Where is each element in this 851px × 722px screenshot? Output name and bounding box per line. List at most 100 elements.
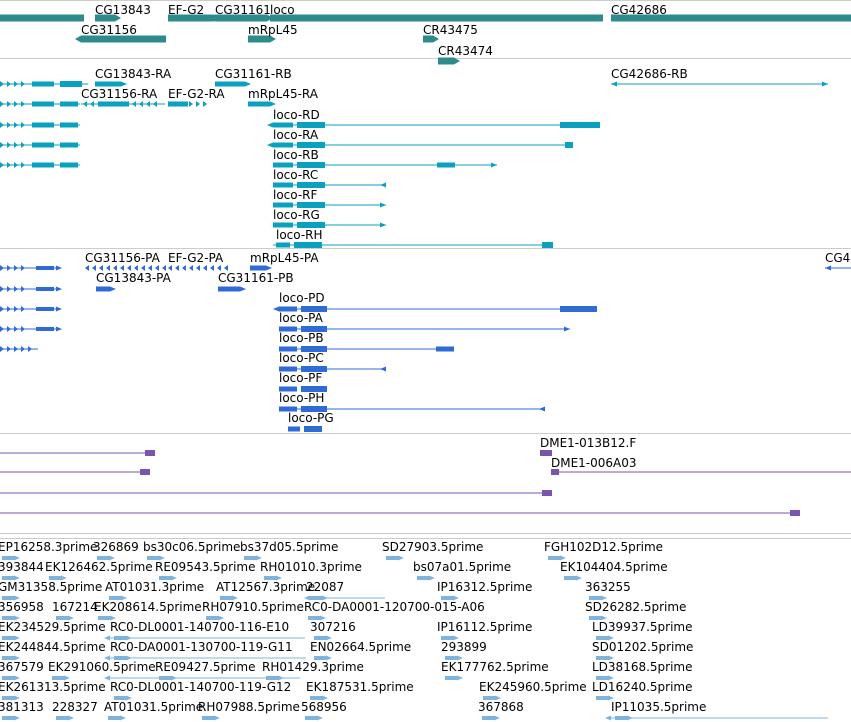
protein-cg13843-pa[interactable]: CG13843-PA: [96, 271, 172, 292]
protein-partial[interactable]: [0, 286, 62, 292]
transcript-cg31161-rb[interactable]: CG31161-RB: [215, 67, 292, 87]
est-ek208614-5prime[interactable]: EK208614.5prime: [94, 600, 202, 621]
est-ek187531-5prime[interactable]: EK187531.5prime: [306, 680, 414, 701]
gene-cg13843[interactable]: CG13843: [95, 3, 151, 22]
protein-loco-pf[interactable]: loco-PF: [279, 371, 327, 392]
est-rh07988-5prime[interactable]: RH07988.5prime: [198, 700, 300, 721]
est-363255[interactable]: 363255: [585, 580, 631, 601]
est-293899[interactable]: 293899: [441, 640, 487, 661]
transcript-partial[interactable]: [0, 142, 80, 148]
protein-loco-pa[interactable]: loco-PA: [279, 311, 570, 332]
est-at01031-5prime[interactable]: AT01031.5prime: [104, 700, 203, 721]
est-326869[interactable]: 326869: [93, 540, 139, 561]
protein-loco-pb[interactable]: loco-PB: [279, 331, 454, 352]
transcript-loco-rg[interactable]: loco-RG: [273, 208, 386, 228]
est-bs30c06-5prime[interactable]: bs30c06.5prime: [143, 540, 240, 561]
transcript-mrpl45-ra[interactable]: mRpL45-RA: [248, 87, 319, 107]
protein-ef-g2-pa[interactable]: EF-G2-PA: [168, 251, 228, 271]
est-span[interactable]: [104, 635, 305, 641]
est-ep16258-3prime[interactable]: EP16258.3prime: [0, 540, 97, 561]
clone-dme1-013b12-f[interactable]: DME1-013B12.F: [540, 436, 636, 456]
est-ek261313-5prime[interactable]: EK261313.5prime: [0, 680, 106, 701]
est-rc0-dl0001-140700-119-g12[interactable]: RC0-DL0001-140700-119-G12: [110, 680, 291, 701]
clone-partial[interactable]: [0, 469, 150, 475]
est-span[interactable]: [304, 595, 385, 601]
gene-cg42686[interactable]: CG42686: [611, 3, 851, 22]
est-rh01429-3prime[interactable]: RH01429.3prime: [262, 660, 364, 681]
protein-partial[interactable]: [0, 346, 38, 352]
gene-cg31161[interactable]: CG31161: [215, 3, 273, 22]
gene-cg31156[interactable]: CG31156: [75, 23, 166, 43]
est-ip16112-5prime[interactable]: IP16112.5prime: [437, 620, 532, 641]
protein-partial[interactable]: [0, 326, 62, 332]
est-356958[interactable]: 356958: [0, 600, 44, 621]
transcript-loco-rh[interactable]: loco-RH: [273, 228, 553, 248]
est-ld38168-5prime[interactable]: LD38168.5prime: [592, 660, 693, 681]
est-span[interactable]: [104, 655, 306, 661]
est-sd01202-5prime[interactable]: SD01202.5prime: [592, 640, 693, 661]
gene-mrpl45[interactable]: mRpL45: [248, 23, 298, 43]
est-rh01010-3prime[interactable]: RH01010.3prime: [260, 560, 362, 581]
protein-partial[interactable]: [0, 265, 62, 271]
est-393844[interactable]: 393844: [0, 560, 44, 581]
transcript-partial[interactable]: [0, 162, 80, 168]
est-ld16240-5prime[interactable]: LD16240.5prime: [592, 680, 693, 701]
est-span[interactable]: [605, 715, 828, 721]
est-ip11035-5prime[interactable]: IP11035.5prime: [611, 700, 706, 721]
est-re09427-5prime[interactable]: RE09427.5prime: [155, 660, 256, 681]
protein-loco-pc[interactable]: loco-PC: [279, 351, 386, 372]
transcript-partial[interactable]: [0, 81, 88, 87]
est-228327[interactable]: 228327: [52, 700, 98, 721]
est-ek234529-5prime[interactable]: EK234529.5prime: [0, 620, 106, 641]
transcript-cg31156-ra[interactable]: CG31156-RA: [81, 87, 165, 107]
est-rh07910-5prime[interactable]: RH07910.5prime: [202, 600, 304, 621]
est-ek245960-5prime[interactable]: EK245960.5prime: [479, 680, 587, 701]
est-ek126462-5prime[interactable]: EK126462.5prime: [45, 560, 153, 581]
transcript-loco-ra[interactable]: loco-RA: [267, 128, 573, 148]
est-sd26282-5prime[interactable]: SD26282.5prime: [585, 600, 686, 621]
est-22087[interactable]: 22087: [306, 580, 344, 601]
est-at12567-3prime[interactable]: AT12567.3prime: [216, 580, 315, 601]
protein-loco-ph[interactable]: loco-PH: [279, 391, 545, 412]
gene-loco[interactable]: loco: [270, 3, 603, 22]
transcript-partial[interactable]: [0, 122, 80, 128]
est-ek291060-5prime[interactable]: EK291060.5prime: [48, 660, 156, 681]
transcript-loco-rc[interactable]: loco-RC: [273, 168, 386, 188]
est-sd27903-5prime[interactable]: SD27903.5prime: [382, 540, 483, 561]
gene-ef-g2[interactable]: EF-G2: [168, 3, 220, 22]
est-367868[interactable]: 367868: [478, 700, 524, 721]
est-rc0-dl0001-140700-116-e10[interactable]: RC0-DL0001-140700-116-E10: [110, 620, 289, 641]
est-at01031-3prime[interactable]: AT01031.3prime: [105, 580, 204, 601]
est-en02664-5prime[interactable]: EN02664.5prime: [310, 640, 411, 661]
est-ld39937-5prime[interactable]: LD39937.5prime: [592, 620, 693, 641]
est-ip16312-5prime[interactable]: IP16312.5prime: [437, 580, 532, 601]
protein-cg31156-pa[interactable]: CG31156-PA: [85, 251, 166, 271]
est-381313[interactable]: 381313: [0, 700, 44, 721]
gene-cr43475[interactable]: CR43475: [423, 23, 478, 43]
est-ek177762-5prime[interactable]: EK177762.5prime: [441, 660, 549, 681]
clone-partial[interactable]: [0, 490, 552, 496]
clone-dme1-006a03[interactable]: DME1-006A03: [551, 456, 851, 475]
protein-loco-pg[interactable]: loco-PG: [288, 411, 334, 432]
est-bs37d05-5prime[interactable]: bs37d05.5prime: [240, 540, 338, 561]
est-rc0-da0001-120700-015-a06[interactable]: RC0-DA0001-120700-015-A06: [304, 600, 485, 621]
protein-partial[interactable]: [0, 306, 62, 312]
est-fgh102d12-5prime[interactable]: FGH102D12.5prime: [544, 540, 663, 561]
protein-cg4[interactable]: CG4: [825, 251, 851, 271]
est-167214[interactable]: 167214: [52, 600, 98, 621]
est-rc0-da0001-130700-119-g11[interactable]: RC0-DA0001-130700-119-G11: [110, 640, 293, 661]
transcript-ef-g2-ra[interactable]: EF-G2-RA: [168, 87, 225, 107]
est-span[interactable]: [104, 675, 300, 681]
protein-loco-pd[interactable]: loco-PD: [273, 291, 597, 312]
transcript-partial[interactable]: [0, 101, 80, 107]
est-bs07a01-5prime[interactable]: bs07a01.5prime: [413, 560, 511, 581]
est-307216[interactable]: 307216: [310, 620, 356, 641]
est-re09543-5prime[interactable]: RE09543.5prime: [155, 560, 256, 581]
est-367579[interactable]: 367579: [0, 660, 44, 681]
clone-partial[interactable]: [0, 450, 155, 456]
est-ek104404-5prime[interactable]: EK104404.5prime: [560, 560, 668, 581]
protein-mrpl45-pa[interactable]: mRpL45-PA: [250, 251, 319, 271]
transcript-loco-rd[interactable]: loco-RD: [267, 108, 600, 128]
transcript-loco-rb[interactable]: loco-RB: [273, 148, 497, 168]
protein-cg31161-pb[interactable]: CG31161-PB: [218, 271, 294, 292]
